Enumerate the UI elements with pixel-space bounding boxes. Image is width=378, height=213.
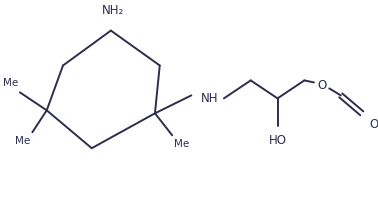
Text: O: O bbox=[317, 79, 326, 92]
Text: NH₂: NH₂ bbox=[102, 4, 124, 17]
Text: Me: Me bbox=[3, 78, 18, 88]
Text: Me: Me bbox=[174, 139, 189, 149]
Text: HO: HO bbox=[268, 134, 287, 147]
Text: Me: Me bbox=[15, 136, 31, 146]
Text: NH: NH bbox=[201, 92, 218, 105]
Text: O: O bbox=[369, 118, 378, 131]
